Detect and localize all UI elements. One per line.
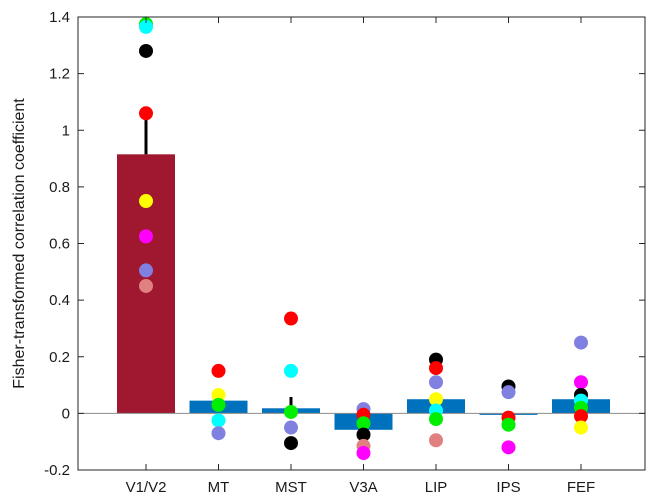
y-tick-label: 1.2 (49, 66, 70, 83)
data-point (139, 278, 153, 293)
y-tick-label: 0.2 (49, 349, 70, 366)
data-point (501, 417, 516, 432)
y-tick-label: 0 (62, 405, 70, 422)
y-axis-label: Fisher-transformed correlation coefficie… (11, 98, 28, 389)
x-tick-label: V1/V2 (126, 479, 167, 496)
data-point (284, 436, 298, 451)
x-tick-label: MST (275, 479, 307, 496)
data-point (284, 404, 298, 419)
data-point (356, 427, 371, 442)
data-point (429, 433, 443, 448)
data-point (211, 426, 226, 441)
data-point (211, 387, 226, 402)
y-tick-label: 0.8 (49, 179, 70, 196)
y-tick-label: 0.4 (49, 292, 70, 309)
data-point (211, 413, 226, 428)
data-point (429, 361, 443, 376)
data-point (211, 363, 226, 378)
x-tick-label: FEF (567, 479, 595, 496)
y-tick-label: 1.4 (49, 9, 70, 26)
x-tick-label: IPS (496, 479, 520, 496)
y-tick-label: 0.6 (49, 236, 70, 253)
data-point (139, 43, 153, 58)
axes-layer (77, 16, 646, 471)
labels-layer: -0.2 0 0.2 0.4 0.6 0.8 1 1.2 1.4 V1/V2 MT MST V3A LIP… (11, 9, 595, 496)
points-layer (139, 17, 588, 461)
x-tick-label: MT (208, 479, 230, 496)
data-point (139, 194, 153, 209)
data-point (574, 409, 588, 424)
x-tick-label: V3A (349, 479, 377, 496)
data-point (429, 375, 443, 390)
data-point (284, 363, 298, 378)
data-point (356, 416, 371, 431)
data-point (139, 263, 153, 278)
data-point (429, 392, 443, 407)
x-tick-label: LIP (425, 479, 448, 496)
data-point (139, 19, 153, 34)
data-point (139, 106, 153, 121)
data-point (284, 420, 298, 435)
data-point (356, 446, 371, 461)
y-tick-label: -0.2 (44, 462, 70, 479)
data-point (574, 335, 588, 350)
data-point (501, 385, 516, 400)
data-point (574, 375, 588, 390)
data-point (284, 311, 298, 326)
data-point (139, 229, 153, 244)
data-point (574, 420, 588, 435)
data-point (429, 412, 443, 427)
y-tick-label: 1 (62, 122, 70, 139)
data-point (501, 440, 516, 455)
data-point (211, 397, 226, 412)
bars-layer (117, 154, 610, 430)
